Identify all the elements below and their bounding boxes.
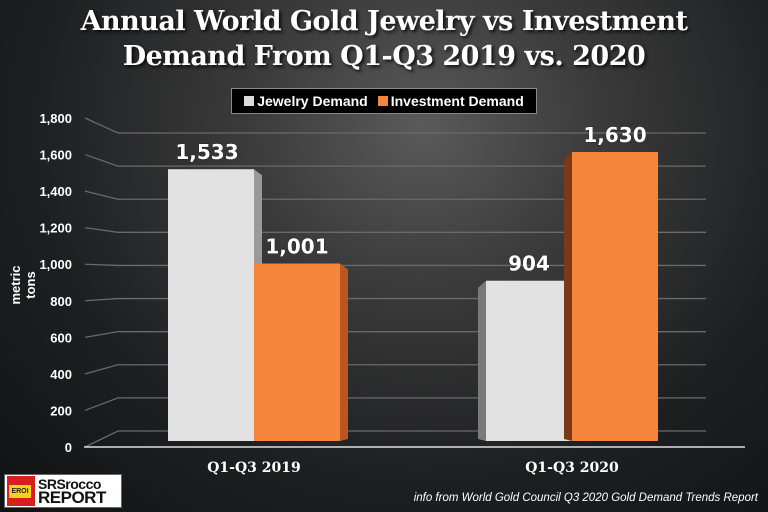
bar-investment-demand xyxy=(572,152,658,441)
y-tick-label: 1,600 xyxy=(39,148,72,163)
chart-title: Annual World Gold Jewelry vs Investment … xyxy=(0,4,768,74)
bar-side-face xyxy=(478,280,486,441)
gridline xyxy=(84,227,706,233)
bar-jewelry-demand xyxy=(168,169,254,441)
logo-badge: EROI xyxy=(9,485,31,498)
gridline xyxy=(84,117,706,134)
legend: Jewelry Demand Investment Demand xyxy=(231,88,537,114)
legend-swatch-investment xyxy=(377,96,388,106)
y-tick-label: 200 xyxy=(50,403,72,418)
legend-item-investment: Investment Demand xyxy=(377,93,524,109)
usa-map-icon: EROI xyxy=(7,476,35,506)
gridline xyxy=(84,153,706,167)
data-label: 1,001 xyxy=(265,235,328,259)
y-tick-label: 1,000 xyxy=(39,257,72,272)
bar-side-face xyxy=(340,263,348,441)
y-tick-label: 0 xyxy=(65,440,72,455)
legend-label-jewelry: Jewelry Demand xyxy=(257,93,368,109)
x-tick-label: Q1-Q3 2019 xyxy=(207,460,301,476)
y-tick-label: 1,200 xyxy=(39,221,72,236)
legend-swatch-jewelry xyxy=(244,96,255,106)
x-tick-label: Q1-Q3 2020 xyxy=(525,460,619,476)
chart-title-line2: Demand From Q1-Q3 2019 vs. 2020 xyxy=(122,41,646,72)
legend-label-investment: Investment Demand xyxy=(390,93,524,109)
bar-side-face xyxy=(564,152,572,441)
gridline xyxy=(84,263,706,267)
y-tick-label: 1,400 xyxy=(39,184,72,199)
data-label: 1,533 xyxy=(175,140,238,164)
legend-item-jewelry: Jewelry Demand xyxy=(244,93,368,109)
bar-investment-demand xyxy=(254,263,340,441)
data-label: 1,630 xyxy=(583,123,646,147)
y-tick-label: 400 xyxy=(50,367,72,382)
y-tick-label: 600 xyxy=(50,330,72,345)
gridline xyxy=(84,190,706,200)
chart-title-line1: Annual World Gold Jewelry vs Investment xyxy=(80,6,688,37)
y-tick-label: 1,800 xyxy=(39,111,72,126)
srsrocco-logo: EROI SRSrocco REPORT xyxy=(4,474,122,508)
logo-line2: REPORT xyxy=(38,488,106,507)
data-label: 904 xyxy=(508,252,550,276)
logo-line1: SRSrocco xyxy=(38,476,101,492)
y-tick-label: 800 xyxy=(50,294,72,309)
bar-jewelry-demand xyxy=(486,280,572,441)
source-note: info from World Gold Council Q3 2020 Gol… xyxy=(413,492,758,504)
